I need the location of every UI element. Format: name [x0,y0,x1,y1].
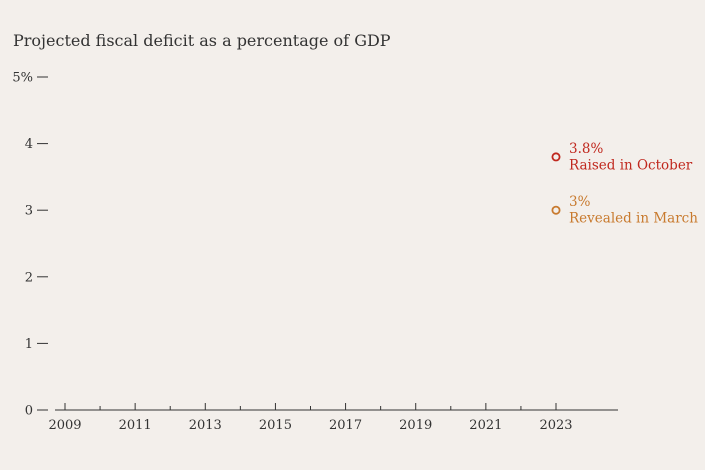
data-point [551,152,561,162]
x-tick-label: 2021 [469,418,502,433]
x-tick-label: 2013 [189,418,222,433]
x-tick-label: 2009 [48,418,81,433]
series-label: Raised in October [569,157,693,173]
x-tick-label: 2011 [119,418,152,433]
x-tick-label: 2023 [539,418,572,433]
y-tick-label: 4 [25,137,33,152]
chart-title: Projected fiscal deficit as a percentage… [13,31,391,50]
y-tick-label: 5% [12,71,33,86]
data-value-label: 3.8% [569,141,603,157]
data-point [551,205,561,215]
y-tick-label: 0 [25,404,33,419]
x-tick-label: 2015 [259,418,292,433]
series-label: Revealed in March [569,211,698,227]
y-tick-label: 1 [25,337,33,352]
x-tick-label: 2017 [329,418,362,433]
y-tick-label: 2 [25,270,33,285]
data-value-label: 3% [569,194,591,210]
x-tick-label: 2019 [399,418,432,433]
y-tick-label: 3 [25,204,33,219]
